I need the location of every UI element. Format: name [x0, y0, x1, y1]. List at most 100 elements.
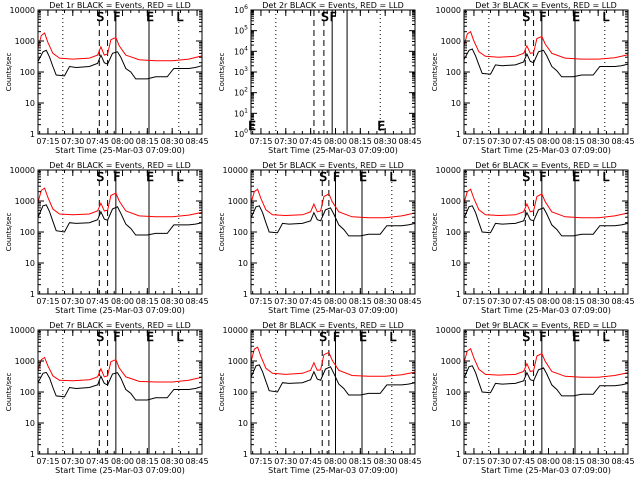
y-axis-label: Counts/sec — [431, 373, 439, 412]
x-tick-label: 08:45 — [185, 457, 208, 466]
marker-label: E — [146, 170, 154, 184]
x-tick-label: 07:45 — [86, 137, 109, 146]
x-axis-label: Start Time (25-Mar-03 07:09:00) — [55, 466, 185, 475]
marker-label: E — [572, 10, 580, 24]
y-tick-label: 1 — [30, 450, 35, 459]
x-tick-label: 07:30 — [61, 457, 84, 466]
series-events-line — [463, 48, 629, 78]
series-lld-line — [37, 187, 203, 218]
x-axis-label: Start Time (25-Mar-03 07:09:00) — [481, 306, 611, 315]
x-tick-label: 08:00 — [537, 457, 560, 466]
x-tick-label: 08:30 — [374, 457, 397, 466]
marker-label: S — [522, 330, 530, 344]
x-tick-label: 08:00 — [111, 297, 134, 306]
x-tick-label: 08:00 — [324, 457, 347, 466]
x-tick-label: 08:15 — [562, 457, 585, 466]
plot-frame — [250, 169, 416, 295]
x-tick-label: 07:30 — [61, 137, 84, 146]
series-lld-line — [37, 356, 203, 383]
x-tick-label: 08:15 — [136, 457, 159, 466]
x-tick-label: 07:15 — [462, 297, 485, 306]
x-tick-label: 08:30 — [587, 457, 610, 466]
x-tick-label: 07:45 — [86, 297, 109, 306]
y-tick-label: 1 — [456, 130, 461, 139]
x-tick-label: 07:30 — [61, 297, 84, 306]
x-tick-label: 08:00 — [111, 457, 134, 466]
x-axis-label: Start Time (25-Mar-03 07:09:00) — [268, 466, 398, 475]
y-tick-label: 10000 — [223, 166, 248, 175]
marker-label: F — [539, 10, 546, 24]
y-tick-label: 1000 — [441, 197, 461, 206]
chart-title: Det 8r BLACK = Events, RED = LLD — [262, 321, 404, 330]
y-tick-label: 1000 — [15, 197, 35, 206]
series-events-line — [250, 205, 416, 237]
series-events-line — [463, 365, 629, 397]
y-tick-label: 102 — [234, 87, 248, 98]
y-tick-label: 10 — [451, 99, 461, 108]
y-tick-label: 1000 — [441, 357, 461, 366]
y-tick-label: 104 — [234, 45, 248, 56]
chart-title: Det 5r BLACK = Events, RED = LLD — [262, 161, 404, 170]
x-tick-label: 07:15 — [249, 137, 272, 146]
series-events-line — [250, 364, 416, 396]
marker-label: F — [333, 330, 340, 344]
x-tick-label: 07:15 — [36, 137, 59, 146]
marker-label: E — [248, 119, 256, 133]
marker-label: E — [146, 330, 154, 344]
y-tick-label: 10000 — [10, 326, 35, 335]
x-tick-label: 08:15 — [349, 297, 372, 306]
y-tick-label: 1000 — [15, 357, 35, 366]
y-tick-label: 10 — [238, 259, 248, 268]
y-tick-label: 1 — [456, 290, 461, 299]
y-tick-label: 100 — [234, 128, 248, 139]
y-tick-label: 1 — [30, 130, 35, 139]
y-tick-label: 1 — [456, 450, 461, 459]
y-axis-label: Counts/sec — [5, 53, 13, 92]
marker-label: S — [522, 10, 530, 24]
x-tick-label: 08:30 — [161, 297, 184, 306]
y-tick-label: 1 — [243, 450, 248, 459]
x-tick-label: 07:15 — [249, 457, 272, 466]
y-tick-label: 100 — [20, 388, 35, 397]
series-events-line — [37, 371, 203, 401]
x-tick-label: 07:30 — [487, 457, 510, 466]
series-lld-line — [463, 188, 629, 219]
marker-label: F — [113, 10, 120, 24]
x-tick-label: 07:30 — [487, 137, 510, 146]
y-tick-label: 106 — [234, 4, 248, 15]
series-lld-line — [463, 347, 629, 378]
y-tick-label: 100 — [233, 228, 248, 237]
series-lld-line — [250, 188, 416, 219]
x-tick-label: 08:45 — [185, 137, 208, 146]
series-lld-line — [250, 346, 416, 377]
plot-frame — [463, 169, 629, 295]
marker-label: S — [96, 330, 104, 344]
chart-title: Det 2r BLACK = Events, RED = LLD — [262, 1, 404, 10]
series-lld-line — [463, 30, 629, 60]
x-tick-label: 08:15 — [562, 297, 585, 306]
y-tick-label: 101 — [234, 107, 248, 118]
plot-frame — [37, 329, 203, 455]
x-tick-label: 07:45 — [512, 457, 535, 466]
marker-label: S — [319, 330, 327, 344]
x-tick-label: 07:15 — [249, 297, 272, 306]
y-tick-label: 1 — [243, 290, 248, 299]
marker-label: F — [113, 330, 120, 344]
y-tick-label: 10000 — [10, 6, 35, 15]
x-tick-label: 08:45 — [185, 297, 208, 306]
plot-frame — [250, 9, 416, 135]
marker-label: F — [539, 330, 546, 344]
y-axis-label: Counts/sec — [218, 213, 226, 252]
x-tick-label: 07:30 — [274, 457, 297, 466]
x-tick-label: 07:15 — [462, 137, 485, 146]
marker-label: S — [319, 170, 327, 184]
x-tick-label: 07:30 — [274, 297, 297, 306]
marker-label: E — [359, 330, 367, 344]
y-tick-label: 10 — [25, 419, 35, 428]
y-tick-label: 10 — [451, 259, 461, 268]
